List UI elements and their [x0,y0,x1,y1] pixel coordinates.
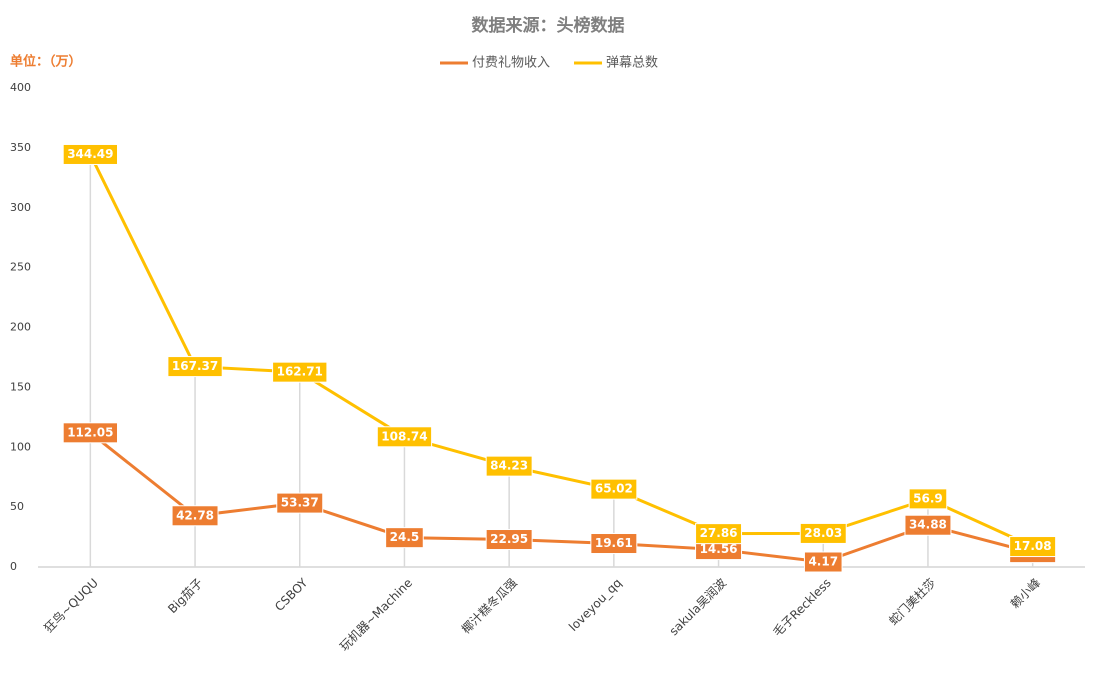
data-label-box [485,455,533,477]
data-label-box [62,143,119,165]
data-label: 17.08 [1014,539,1052,553]
data-label-box [908,488,948,510]
data-label: 27.86 [700,526,738,540]
data-label-box [272,361,328,383]
x-tick-label: 毛子Reckless [770,576,834,640]
chart-title: 数据来源：头榜数据 [472,15,625,36]
data-label-box [385,527,424,549]
y-tick-label: 400 [10,81,31,94]
data-label: 108.74 [381,429,427,443]
x-tick-label: Big茄子 [165,576,205,616]
data-label-box [171,505,219,527]
y-tick-label: 50 [10,500,24,513]
y-tick-label: 250 [10,261,31,274]
data-label-group: 84.23 [485,455,533,477]
data-label-box [803,551,843,573]
y-tick-label: 200 [10,321,31,334]
data-label-box [590,533,638,555]
y-tick-label: 150 [10,380,31,393]
series-line [89,153,1034,548]
data-label-box [485,529,533,551]
y-tick-label: 350 [10,141,31,154]
x-tick-label: 蛇门美杜莎 [886,575,939,628]
x-tick-label: CSBOY [272,575,311,614]
data-label: 65.02 [595,482,633,496]
y-tick-label: 100 [10,440,31,453]
data-label: 162.71 [277,365,323,379]
unit-label: 单位：（万） [10,54,82,70]
data-label-group: 56.9 [908,488,948,510]
data-label-group: 42.78 [171,505,219,527]
data-label: 84.23 [490,459,528,473]
x-tick-label: 玩机器~Machine [337,576,415,654]
data-label-group: 27.86 [695,523,743,545]
x-tick-label: 狂鸟~QUQU [40,575,100,635]
data-label: 22.95 [490,532,528,546]
data-label-group: 34.88 [904,514,952,536]
data-label: 19.61 [595,536,633,550]
data-label-box [904,514,952,536]
data-label-group: 344.49 [62,143,119,165]
data-label-group: 28.03 [799,522,847,544]
data-label-group: 22.95 [485,529,533,551]
data-label-group: 167.37 [167,356,223,378]
data-label: 167.37 [172,359,218,373]
data-label-group: 112.05 [62,422,119,444]
data-label-box [1009,536,1057,558]
y-tick-label: 300 [10,201,31,214]
x-tick-label: sakula吴润波 [667,576,730,639]
data-label-group: 53.37 [276,492,324,514]
data-label-box [62,422,119,444]
y-tick-label: 0 [10,560,17,573]
data-label: 56.9 [913,491,943,505]
x-tick-label: 椰汁糕冬瓜强 [458,575,520,637]
data-label-group: 65.02 [590,478,638,500]
data-label-group: 24.5 [385,527,424,549]
data-label-group: 108.74 [376,426,433,448]
data-label-group: 19.61 [590,533,638,555]
data-label-box [799,522,847,544]
data-label: 42.78 [176,508,214,522]
data-label: 34.88 [909,518,947,532]
data-label: 28.03 [804,526,842,540]
series-line [89,431,1034,564]
x-tick-label: 赖小峰 [1008,576,1043,611]
legend-label: 付费礼物收入 [472,55,550,71]
data-label-group: 4.17 [803,551,843,573]
data-label: 53.37 [281,496,319,510]
data-label-group: 17.08 [1009,536,1057,558]
data-label: 14.56 [700,542,738,556]
data-label-box [695,523,743,545]
data-label: 344.49 [67,147,113,161]
x-tick-label: loveyou_qq [566,576,624,634]
data-label-group: 162.71 [272,361,328,383]
data-label-box [590,478,638,500]
legend-label: 弹幕总数 [606,56,658,71]
data-label: 24.5 [390,530,420,544]
data-label-box [167,356,223,378]
data-label-box [376,426,433,448]
data-label: 112.05 [67,425,113,439]
data-label: 4.17 [808,555,838,569]
data-label-box [276,492,324,514]
